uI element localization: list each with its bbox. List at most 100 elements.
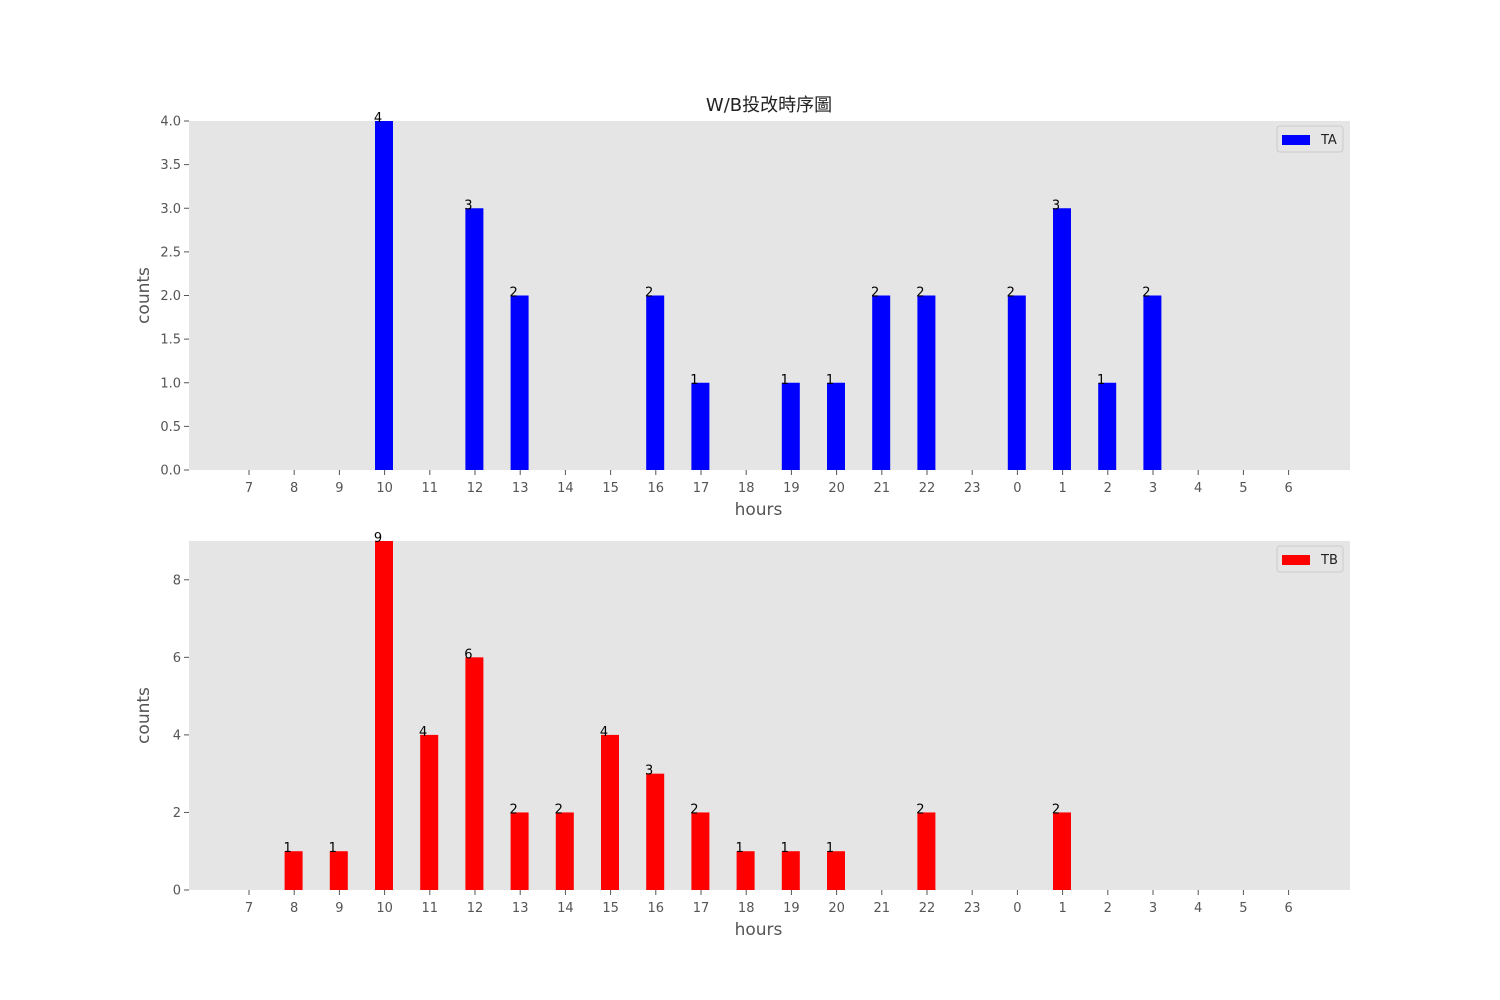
bar-tb-18 (736, 851, 755, 890)
bar-ta-20 (827, 382, 845, 470)
x-tick-label: 11 (422, 901, 439, 916)
x-tick-label: 13 (512, 481, 529, 496)
x-tick-label: 18 (738, 481, 755, 496)
data-label: 2 (1142, 286, 1150, 301)
x-tick-label: 18 (738, 901, 755, 916)
data-label: 3 (464, 198, 472, 213)
x-tick-label: 8 (290, 481, 298, 496)
x-tick-label: 0 (1013, 901, 1021, 916)
x-tick-label: 14 (557, 901, 574, 916)
legend-swatch (1282, 135, 1310, 145)
bar-ta-17 (691, 382, 710, 470)
x-tick-label: 8 (290, 901, 298, 916)
x-tick-label: 20 (828, 901, 845, 916)
y-tick-label: 6 (173, 651, 181, 666)
x-tick-label: 7 (245, 481, 253, 496)
bar-tb-13 (510, 812, 529, 890)
plot-area (189, 121, 1350, 470)
x-tick-label: 19 (783, 481, 800, 496)
data-label: 2 (916, 802, 924, 817)
x-tick-label: 16 (648, 901, 665, 916)
x-tick-label: 19 (783, 901, 800, 916)
x-tick-label: 22 (919, 481, 936, 496)
y-tick-label: 2.5 (160, 245, 181, 260)
y-tick-label: 1.0 (160, 376, 181, 391)
legend-label: TA (1320, 133, 1337, 148)
bar-ta-1 (1053, 208, 1071, 470)
data-label: 1 (781, 841, 789, 856)
x-tick-label: 15 (602, 481, 619, 496)
bar-tb-19 (781, 851, 800, 890)
data-label: 6 (464, 647, 472, 662)
y-axis-label: counts (134, 687, 154, 744)
bar-ta-12 (465, 208, 484, 470)
data-label: 2 (690, 802, 698, 817)
legend: TB (1276, 545, 1344, 573)
data-label: 3 (1052, 198, 1060, 213)
data-label: 1 (826, 373, 834, 388)
data-label: 2 (509, 802, 517, 817)
bar-ta-0 (1007, 295, 1026, 470)
x-tick-label: 5 (1239, 481, 1247, 496)
x-tick-label: 6 (1284, 481, 1292, 496)
x-tick-label: 22 (919, 901, 936, 916)
x-tick-label: 15 (602, 901, 619, 916)
x-tick-label: 9 (335, 901, 343, 916)
bar-ta-3 (1143, 295, 1162, 470)
x-axis-label: hours (735, 500, 783, 520)
data-label: 1 (329, 841, 337, 856)
x-tick-label: 17 (693, 481, 710, 496)
x-tick-label: 14 (557, 481, 574, 496)
x-axis-label: hours (735, 920, 783, 940)
legend: TA (1276, 125, 1344, 153)
x-tick-label: 13 (512, 901, 529, 916)
data-label: 2 (509, 286, 517, 301)
bar-tb-17 (691, 812, 710, 890)
x-tick-label: 17 (693, 901, 710, 916)
bar-ta-13 (510, 295, 529, 470)
data-label: 2 (645, 286, 653, 301)
bar-ta-21 (872, 295, 891, 470)
x-tick-label: 3 (1149, 481, 1157, 496)
x-tick-label: 21 (874, 901, 891, 916)
data-label: 1 (1097, 373, 1105, 388)
y-tick-label: 3.0 (160, 202, 181, 217)
y-tick-label: 0.5 (160, 420, 181, 435)
data-label: 2 (1052, 802, 1060, 817)
x-tick-label: 21 (874, 481, 891, 496)
y-tick-label: 2.0 (160, 289, 181, 304)
data-label: 1 (735, 841, 743, 856)
y-tick-label: 8 (173, 573, 181, 588)
data-label: 2 (871, 286, 879, 301)
x-tick-label: 2 (1104, 481, 1112, 496)
y-tick-label: 4.0 (160, 115, 181, 130)
x-tick-label: 0 (1013, 481, 1021, 496)
y-tick-label: 2 (173, 806, 181, 821)
data-label: 4 (600, 725, 608, 740)
x-tick-label: 6 (1284, 901, 1292, 916)
bar-tb-14 (555, 812, 574, 890)
data-label: 4 (419, 725, 427, 740)
x-tick-label: 23 (964, 901, 981, 916)
data-label: 4 (374, 111, 382, 126)
x-tick-label: 3 (1149, 901, 1157, 916)
x-tick-label: 1 (1058, 901, 1066, 916)
plot-area (189, 541, 1350, 890)
x-tick-label: 23 (964, 481, 981, 496)
y-axis-label: counts (134, 267, 154, 324)
legend-swatch (1282, 555, 1310, 565)
bar-tb-22 (917, 812, 936, 890)
bar-tb-8 (284, 851, 303, 890)
bar-tb-12 (465, 657, 484, 890)
bar-tb-1 (1053, 812, 1071, 890)
x-tick-label: 12 (467, 481, 484, 496)
x-tick-label: 20 (828, 481, 845, 496)
x-tick-label: 11 (422, 481, 439, 496)
bar-tb-15 (601, 734, 619, 890)
bar-ta-22 (917, 295, 936, 470)
x-tick-label: 10 (376, 481, 393, 496)
x-tick-label: 5 (1239, 901, 1247, 916)
data-label: 1 (283, 841, 291, 856)
